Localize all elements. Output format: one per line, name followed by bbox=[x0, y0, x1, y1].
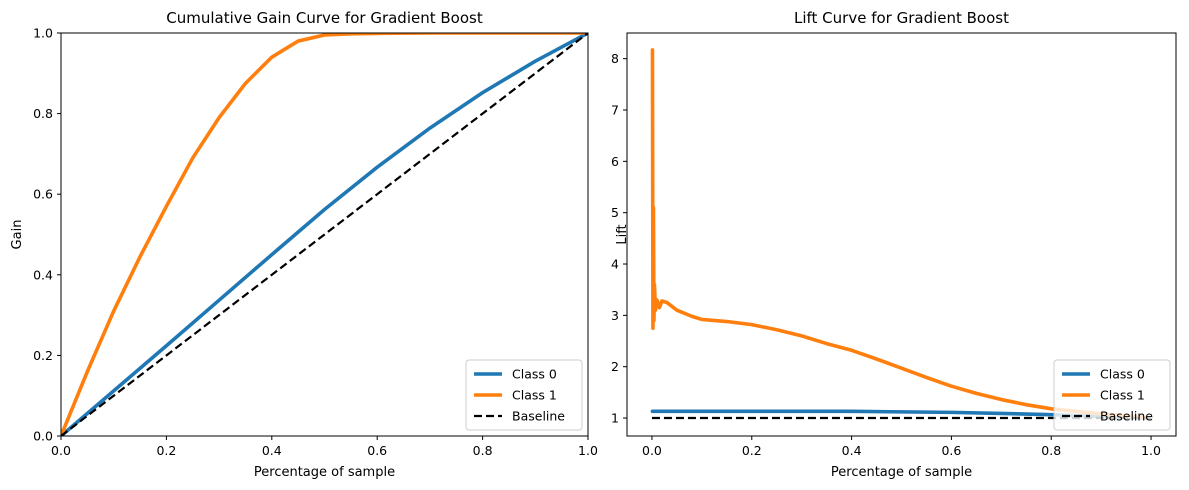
y-tick-label: 2 bbox=[611, 359, 619, 374]
legend: Class 0 Class 1 Baseline bbox=[1053, 359, 1171, 431]
y-tick-label: 0.4 bbox=[33, 267, 53, 282]
x-tick-label: 0.8 bbox=[1041, 443, 1061, 458]
y-tick-label: 7 bbox=[611, 103, 619, 118]
y-axis-label: Gain bbox=[10, 220, 25, 250]
legend-label: Class 0 bbox=[512, 367, 557, 382]
y-tick-label: 1.0 bbox=[33, 26, 53, 41]
legend-box bbox=[465, 359, 583, 431]
x-tick-label: 0.2 bbox=[156, 443, 176, 458]
series-line-baseline bbox=[61, 33, 588, 436]
legend-label: Class 1 bbox=[1100, 388, 1145, 403]
x-tick-label: 1.0 bbox=[1141, 443, 1161, 458]
x-tick-label: 0.6 bbox=[367, 443, 387, 458]
lift-chart: 0.0 0.2 0.4 0.6 0.8 1.0 1 2 3 4 5 6 7 8 Lift Curve for… bbox=[611, 9, 1177, 480]
y-tick-label: 0.6 bbox=[33, 187, 53, 202]
chart-title: Cumulative Gain Curve for Gradient Boost bbox=[166, 9, 483, 27]
x-tick-label: 0.8 bbox=[473, 443, 493, 458]
y-tick-label: 8 bbox=[611, 51, 619, 66]
x-tick-label: 0.2 bbox=[742, 443, 762, 458]
y-tick-label: 3 bbox=[611, 308, 619, 323]
axes-frame bbox=[626, 32, 1177, 437]
legend-box bbox=[1053, 359, 1171, 431]
x-tick-label: 0.0 bbox=[51, 443, 71, 458]
y-tick-label: 6 bbox=[611, 154, 619, 169]
x-tick-label: 0.0 bbox=[642, 443, 662, 458]
x-axis-label: Percentage of sample bbox=[831, 465, 972, 480]
y-tick-label: 1 bbox=[611, 411, 619, 426]
y-tick-label: 0.8 bbox=[33, 106, 53, 121]
chart-title: Lift Curve for Gradient Boost bbox=[794, 9, 1009, 27]
series-line-class-1 bbox=[650, 48, 1153, 420]
y-tick-label: 5 bbox=[611, 205, 619, 220]
x-tick-label: 0.6 bbox=[941, 443, 961, 458]
x-tick-label: 0.4 bbox=[842, 443, 862, 458]
series-line-class-0 bbox=[61, 33, 588, 436]
y-tick-label: 0.2 bbox=[33, 348, 53, 363]
axes-frame bbox=[60, 32, 589, 437]
y-tick-label: 4 bbox=[611, 257, 619, 272]
x-tick-label: 0.4 bbox=[262, 443, 282, 458]
series-group bbox=[61, 33, 588, 436]
x-tick-label: 1.0 bbox=[578, 443, 598, 458]
x-axis-label: Percentage of sample bbox=[254, 465, 395, 480]
legend-label: Class 1 bbox=[512, 388, 557, 403]
legend-label: Class 0 bbox=[1100, 367, 1145, 382]
legend-label: Baseline bbox=[1100, 409, 1153, 424]
legend-label: Baseline bbox=[512, 409, 565, 424]
y-tick-label: 0.0 bbox=[33, 429, 53, 444]
gain-chart: 0.0 0.2 0.4 0.6 0.8 1.0 0.0 0.2 0.4 0.6 0.8 1.0 Cumu… bbox=[10, 9, 598, 480]
y-axis-label: Lift bbox=[615, 224, 630, 244]
series-line-class-1 bbox=[61, 33, 588, 436]
legend: Class 0 Class 1 Baseline bbox=[465, 359, 583, 431]
